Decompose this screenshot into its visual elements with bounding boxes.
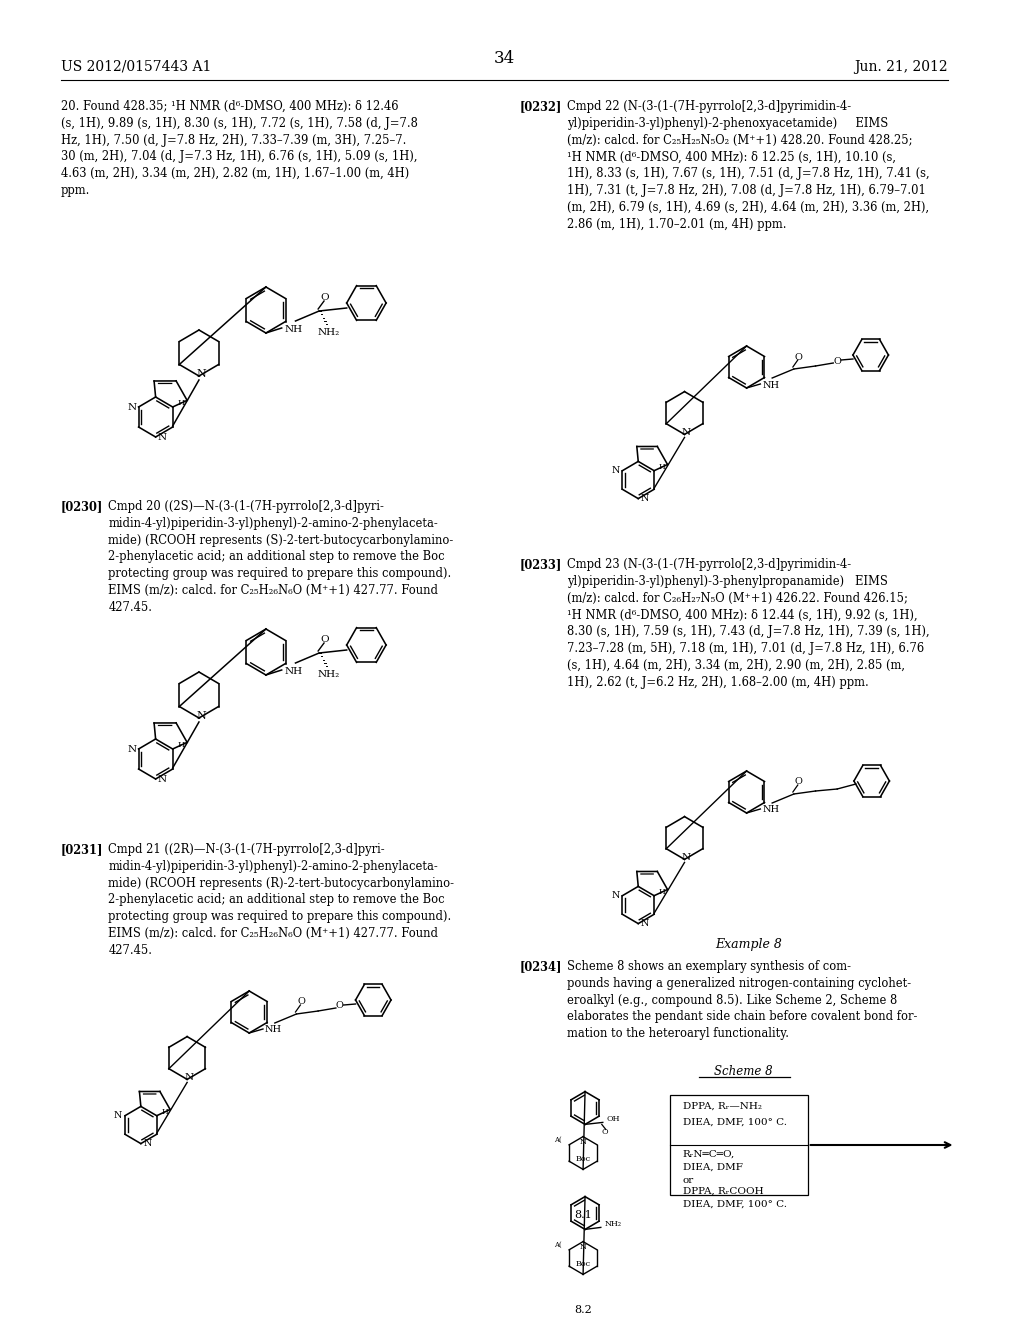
Text: N: N [641, 919, 649, 928]
Text: NH: NH [762, 805, 779, 814]
Text: Scheme 8: Scheme 8 [715, 1065, 773, 1078]
Text: Boc: Boc [575, 1259, 591, 1267]
Text: N: N [184, 1073, 194, 1082]
Text: RᵣN═C═O,: RᵣN═C═O, [683, 1150, 735, 1159]
Text: NH₂: NH₂ [605, 1221, 622, 1229]
Text: H: H [177, 400, 185, 408]
Text: [0232]: [0232] [520, 100, 562, 114]
Text: N: N [580, 1138, 587, 1146]
Text: N: N [196, 711, 206, 721]
Text: NH: NH [285, 325, 303, 334]
Text: Cmpd 20 ((2S)—N-(3-(1-(7H-pyrrolo[2,3-d]pyri-
midin-4-yl)piperidin-3-yl)phenyl)-: Cmpd 20 ((2S)—N-(3-(1-(7H-pyrrolo[2,3-d]… [109, 500, 454, 614]
Text: 20. Found 428.35; ¹H NMR (d⁶-DMSO, 400 MHz): δ 12.46
(s, 1H), 9.89 (s, 1H), 8.30: 20. Found 428.35; ¹H NMR (d⁶-DMSO, 400 M… [61, 100, 418, 197]
Text: O: O [795, 777, 803, 787]
Bar [670, 1096, 808, 1195]
Text: N: N [158, 433, 167, 441]
Text: Cmpd 21 ((2R)—N-(3-(1-(7H-pyrrolo[2,3-d]pyri-
midin-4-yl)piperidin-3-yl)phenyl)-: Cmpd 21 ((2R)—N-(3-(1-(7H-pyrrolo[2,3-d]… [109, 843, 455, 957]
Text: or: or [683, 1176, 694, 1185]
Text: N: N [682, 428, 691, 437]
Text: N: N [682, 853, 691, 862]
Text: 8.1: 8.1 [574, 1210, 592, 1220]
Text: [0231]: [0231] [61, 843, 103, 855]
Text: N: N [641, 494, 649, 503]
Text: N: N [143, 1139, 152, 1148]
Text: [0233]: [0233] [520, 558, 562, 572]
Text: H: H [177, 742, 185, 750]
Text: [0234]: [0234] [520, 960, 562, 973]
Text: DIEA, DMF, 100° C.: DIEA, DMF, 100° C. [683, 1200, 786, 1209]
Text: H: H [161, 1109, 168, 1117]
Text: 34: 34 [494, 50, 515, 67]
Text: Cmpd 22 (N-(3-(1-(7H-pyrrolo[2,3-d]pyrimidin-4-
yl)piperidin-3-yl)phenyl)-2-phen: Cmpd 22 (N-(3-(1-(7H-pyrrolo[2,3-d]pyrim… [567, 100, 930, 231]
Text: N: N [114, 1111, 122, 1121]
Text: DPPA, RᵣCOOH: DPPA, RᵣCOOH [683, 1187, 763, 1196]
Text: DIEA, DMF: DIEA, DMF [683, 1163, 742, 1172]
Text: NH: NH [285, 667, 303, 676]
Text: Boc: Boc [575, 1155, 591, 1163]
Text: 8.2: 8.2 [574, 1305, 592, 1315]
Text: N: N [127, 403, 136, 412]
Text: A(: A( [554, 1135, 561, 1143]
Text: US 2012/0157443 A1: US 2012/0157443 A1 [61, 59, 211, 74]
Text: DIEA, DMF, 100° C.: DIEA, DMF, 100° C. [683, 1118, 786, 1127]
Text: Cmpd 23 (N-(3-(1-(7H-pyrrolo[2,3-d]pyrimidin-4-
yl)piperidin-3-yl)phenyl)-3-phen: Cmpd 23 (N-(3-(1-(7H-pyrrolo[2,3-d]pyrim… [567, 558, 930, 689]
Text: A(: A( [554, 1241, 561, 1249]
Text: NH₂: NH₂ [317, 671, 340, 678]
Text: Example 8: Example 8 [715, 939, 782, 950]
Text: OH: OH [607, 1115, 621, 1123]
Text: [0230]: [0230] [61, 500, 103, 513]
Text: N: N [611, 466, 620, 475]
Text: O: O [297, 998, 305, 1006]
Text: O: O [601, 1129, 608, 1137]
Text: NH: NH [265, 1026, 282, 1035]
Text: O: O [795, 352, 803, 362]
Text: N: N [580, 1242, 587, 1250]
Text: O: O [321, 293, 330, 302]
Text: NH₂: NH₂ [317, 327, 340, 337]
Text: Scheme 8 shows an exemplary synthesis of com-
pounds having a generalized nitrog: Scheme 8 shows an exemplary synthesis of… [567, 960, 918, 1040]
Text: N: N [611, 891, 620, 900]
Text: N: N [158, 775, 167, 784]
Text: H: H [658, 888, 666, 896]
Text: O: O [834, 356, 841, 366]
Text: Jun. 21, 2012: Jun. 21, 2012 [854, 59, 947, 74]
Text: NH: NH [762, 380, 779, 389]
Text: N: N [196, 370, 206, 379]
Text: N: N [127, 744, 136, 754]
Text: O: O [336, 1002, 344, 1011]
Text: DPPA, Rᵣ—NH₂: DPPA, Rᵣ—NH₂ [683, 1102, 762, 1111]
Text: O: O [321, 635, 330, 644]
Text: H: H [658, 463, 666, 471]
